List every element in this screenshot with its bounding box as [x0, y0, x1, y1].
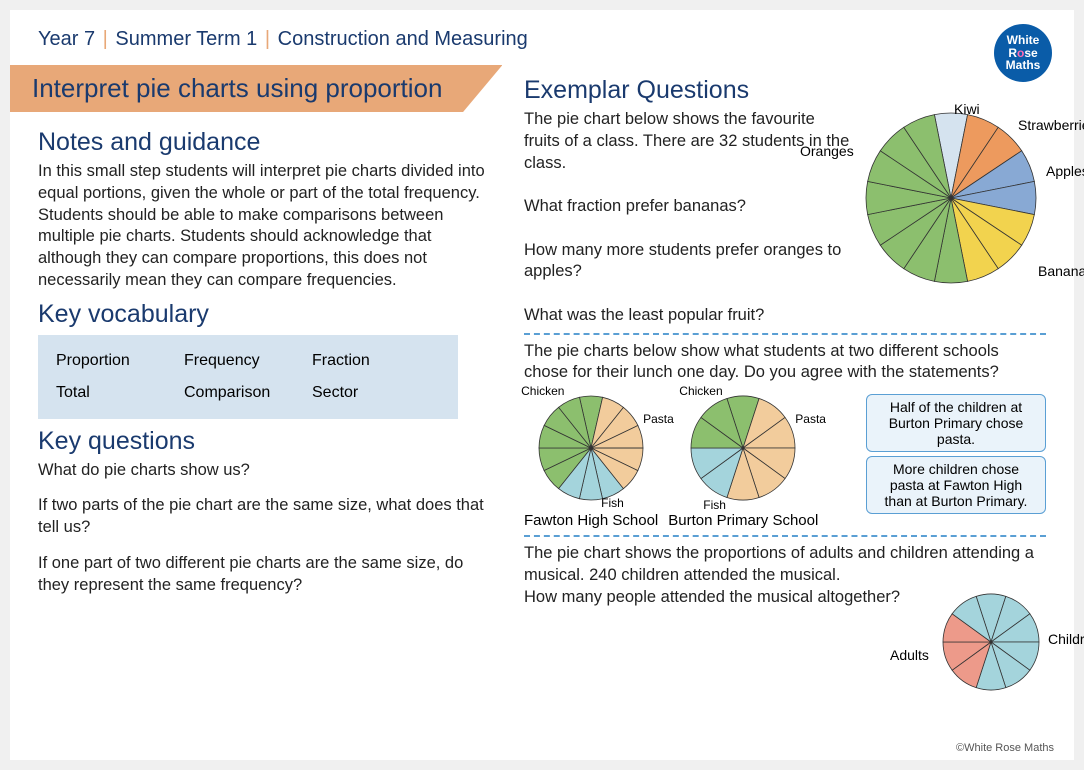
exemplar-q3: The pie chart shows the proportions of a…	[524, 543, 1046, 697]
pie-label-fish: Fish	[703, 498, 726, 512]
notes-heading: Notes and guidance	[38, 128, 498, 157]
crumb-term: Summer Term 1	[115, 28, 257, 50]
separator	[524, 333, 1046, 335]
burton-name: Burton Primary School	[668, 512, 818, 529]
pie-label-strawberries: Strawberries	[1018, 117, 1084, 133]
pie-label-bananas: Bananas	[1038, 263, 1084, 279]
q1-a: What fraction prefer bananas?	[524, 196, 850, 218]
vocab-cell: Comparison	[184, 384, 312, 402]
vocab-cell: Proportion	[56, 352, 184, 370]
pie-label-chicken: Chicken	[521, 384, 564, 398]
keyq-heading: Key questions	[38, 427, 498, 456]
statement-2: More children chose pasta at Fawton High…	[866, 456, 1046, 514]
notes-text: In this small step students will interpr…	[38, 161, 498, 292]
vocab-cell: Frequency	[184, 352, 312, 370]
pie-label-chicken: Chicken	[679, 384, 722, 398]
crumb-year: Year 7	[38, 28, 95, 50]
q2-intro: The pie charts below show what students …	[524, 341, 1046, 385]
q3-intro: The pie chart shows the proportions of a…	[524, 543, 1046, 587]
q1-b: How many more students prefer oranges to…	[524, 240, 850, 284]
lesson-title-banner: Interpret pie charts using proportion	[10, 65, 502, 112]
worksheet-page: White Rose Maths Year 7 | Summer Term 1 …	[10, 10, 1074, 760]
keyq-item: If two parts of the pie chart are the sa…	[38, 495, 498, 539]
pie-label-adults: Adults	[890, 647, 929, 663]
burton-block: Chicken Pasta Fish Burton Primary School	[668, 388, 818, 529]
vocab-row: Total Comparison Sector	[56, 377, 440, 409]
copyright: ©White Rose Maths	[956, 742, 1054, 754]
key-questions: What do pie charts show us? If two parts…	[38, 460, 498, 597]
pie-label-oranges: Oranges	[800, 143, 854, 159]
right-column: Exemplar Questions The pie chart below s…	[524, 120, 1046, 697]
pie-label-apples: Apples	[1046, 163, 1084, 179]
musical-pie-chart	[936, 587, 1046, 697]
vocab-cell: Total	[56, 384, 184, 402]
vocab-table: Proportion Frequency Fraction Total Comp…	[38, 335, 458, 419]
pie-label-children: Children	[1048, 631, 1084, 647]
q3-question: How many people attended the musical alt…	[524, 587, 926, 609]
breadcrumb: Year 7 | Summer Term 1 | Construction an…	[38, 28, 1046, 51]
pie-label-fish: Fish	[601, 496, 624, 510]
pie-label-kiwi: Kiwi	[954, 101, 980, 117]
exemplar-q2: The pie charts below show what students …	[524, 341, 1046, 530]
vocab-cell: Sector	[312, 384, 440, 402]
q1-intro: The pie chart below shows the favourite …	[524, 109, 850, 174]
logo-line: Maths	[1006, 59, 1041, 72]
q1-pie-wrap: Oranges Kiwi Strawberries Apples Bananas	[856, 103, 1046, 327]
fawton-name: Fawton High School	[524, 512, 658, 529]
q3-pie-wrap: Adults Children	[936, 587, 1046, 697]
exemplar-q1: The pie chart below shows the favourite …	[524, 109, 1046, 327]
pie-label-pasta: Pasta	[795, 412, 826, 426]
left-column: Notes and guidance In this small step st…	[38, 120, 498, 697]
crumb-topic: Construction and Measuring	[278, 28, 528, 50]
fawton-block: Chicken Pasta Fish Fawton High School	[524, 388, 658, 529]
statement-1: Half of the children at Burton Primary c…	[866, 394, 1046, 452]
keyq-item: If one part of two different pie charts …	[38, 553, 498, 597]
keyq-item: What do pie charts show us?	[38, 460, 498, 482]
burton-pie-chart	[683, 388, 803, 508]
pie-label-pasta: Pasta	[643, 412, 674, 426]
brand-logo: White Rose Maths	[994, 24, 1052, 82]
fawton-pie-chart	[531, 388, 651, 508]
q1-c: What was the least popular fruit?	[524, 305, 850, 327]
vocab-row: Proportion Frequency Fraction	[56, 345, 440, 377]
statements-box: Half of the children at Burton Primary c…	[866, 388, 1046, 518]
vocab-heading: Key vocabulary	[38, 300, 498, 329]
separator	[524, 535, 1046, 537]
vocab-cell: Fraction	[312, 352, 440, 370]
